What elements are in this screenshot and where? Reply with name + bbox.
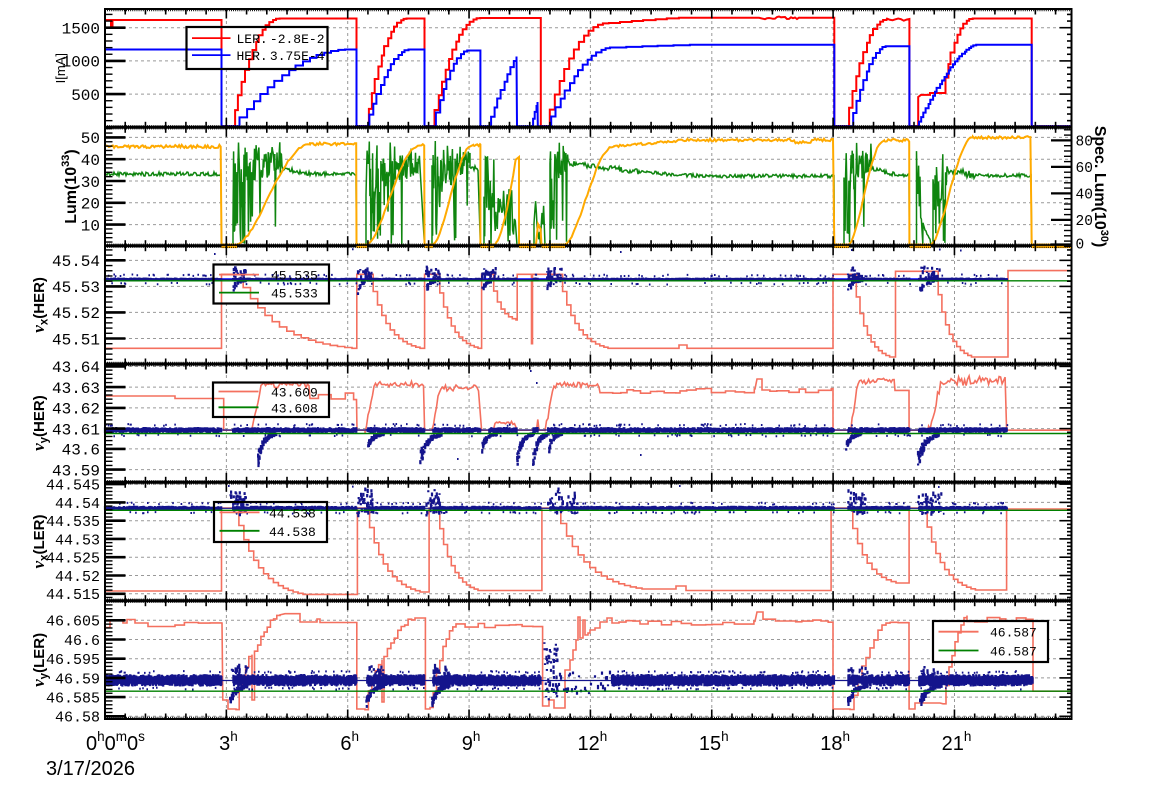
svg-text:Spec. Lum(1030): Spec. Lum(1030) bbox=[1091, 126, 1110, 248]
svg-text:νy(HER): νy(HER) bbox=[29, 395, 51, 451]
svg-text:νx(LER): νx(LER) bbox=[29, 515, 51, 569]
svg-text:1500: 1500 bbox=[62, 21, 100, 39]
svg-text:46.605: 46.605 bbox=[46, 614, 100, 631]
svg-text:44.525: 44.525 bbox=[46, 551, 100, 568]
svg-text:HER.: HER. bbox=[237, 49, 268, 64]
svg-text:1000: 1000 bbox=[62, 54, 100, 72]
svg-text:46.59: 46.59 bbox=[55, 671, 100, 688]
svg-text:LER.: LER. bbox=[237, 32, 268, 47]
svg-text:43.64: 43.64 bbox=[52, 359, 100, 377]
svg-text:45.535: 45.535 bbox=[271, 269, 318, 284]
svg-text:40: 40 bbox=[81, 152, 100, 170]
svg-text:44.538: 44.538 bbox=[269, 525, 316, 540]
svg-text:44.535: 44.535 bbox=[46, 514, 100, 531]
svg-text:20: 20 bbox=[1076, 214, 1093, 230]
svg-text:12h: 12h bbox=[578, 729, 608, 755]
svg-text:40: 40 bbox=[1076, 188, 1093, 204]
svg-text:-2.8E-2: -2.8E-2 bbox=[270, 32, 325, 47]
svg-text:44.54: 44.54 bbox=[55, 496, 100, 513]
svg-text:43.63: 43.63 bbox=[52, 380, 100, 398]
svg-text:46.595: 46.595 bbox=[46, 652, 100, 669]
svg-text:νx(HER): νx(HER) bbox=[29, 277, 51, 333]
svg-text:43.62: 43.62 bbox=[52, 401, 100, 419]
svg-text:43.6: 43.6 bbox=[62, 442, 100, 460]
svg-text:46.585: 46.585 bbox=[46, 691, 100, 708]
svg-text:10: 10 bbox=[81, 217, 100, 235]
svg-text:43.59: 43.59 bbox=[52, 462, 100, 480]
svg-text:45.533: 45.533 bbox=[271, 287, 318, 302]
svg-text:46.587: 46.587 bbox=[990, 645, 1037, 660]
svg-text:43.609: 43.609 bbox=[271, 386, 318, 401]
svg-text:60: 60 bbox=[1076, 161, 1093, 177]
svg-text:44.52: 44.52 bbox=[55, 569, 100, 586]
svg-text:20: 20 bbox=[81, 196, 100, 214]
svg-text:45.54: 45.54 bbox=[52, 253, 100, 271]
svg-text:0h0m0s: 0h0m0s bbox=[86, 729, 145, 755]
svg-text:Lum(1033): Lum(1033) bbox=[60, 149, 80, 223]
svg-text:3/17/2026: 3/17/2026 bbox=[46, 758, 135, 780]
svg-text:44.538: 44.538 bbox=[269, 506, 316, 521]
svg-text:46.58: 46.58 bbox=[55, 710, 100, 727]
svg-text:νy(LER): νy(LER) bbox=[29, 633, 51, 687]
svg-text:3.75E-4: 3.75E-4 bbox=[270, 49, 325, 64]
svg-text:500: 500 bbox=[71, 87, 100, 105]
svg-text:44.53: 44.53 bbox=[55, 532, 100, 549]
svg-text:45.51: 45.51 bbox=[52, 331, 100, 349]
svg-text:44.545: 44.545 bbox=[46, 478, 100, 495]
svg-text:80: 80 bbox=[1076, 135, 1093, 151]
svg-text:0: 0 bbox=[1076, 238, 1085, 254]
svg-text:50: 50 bbox=[81, 130, 100, 148]
svg-text:43.61: 43.61 bbox=[52, 421, 100, 439]
svg-text:44.515: 44.515 bbox=[46, 587, 100, 604]
svg-text:46.587: 46.587 bbox=[990, 626, 1037, 641]
svg-text:43.608: 43.608 bbox=[271, 401, 318, 416]
svg-text:45.53: 45.53 bbox=[52, 279, 100, 297]
svg-text:I[mA]: I[mA] bbox=[53, 53, 68, 83]
svg-text:30: 30 bbox=[81, 174, 100, 192]
svg-text:46.6: 46.6 bbox=[64, 633, 100, 650]
svg-text:45.52: 45.52 bbox=[52, 305, 100, 323]
